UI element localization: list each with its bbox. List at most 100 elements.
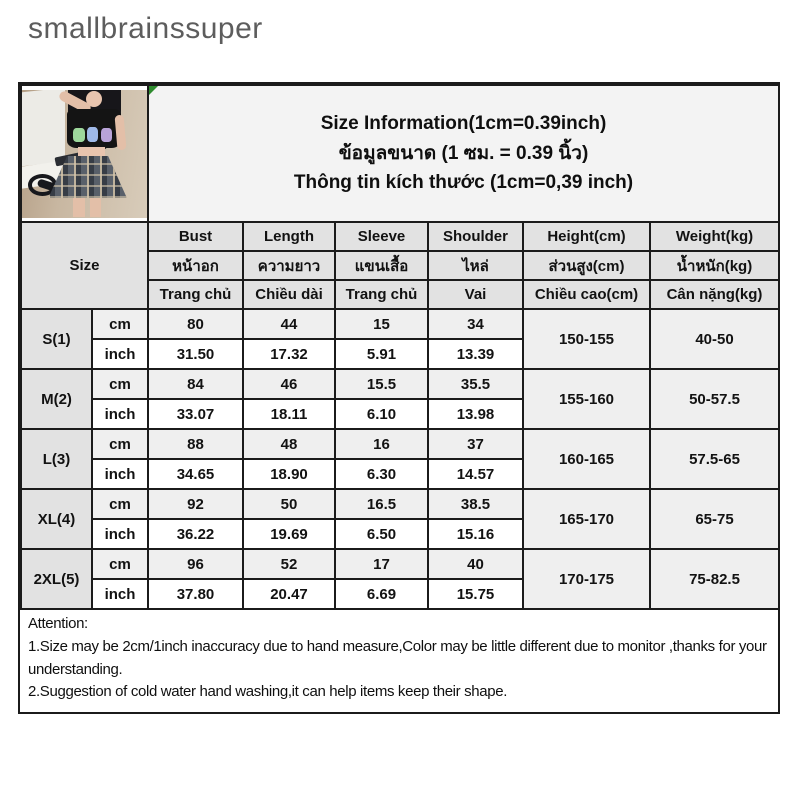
col-header-shoulder: Shoulder: [427, 221, 524, 252]
col-header-bust: Bust: [147, 221, 244, 252]
photo-model-midriff: [78, 147, 105, 158]
col-header-height-vi: Chiều cao(cm): [522, 279, 651, 310]
value-cell: 6.30: [334, 458, 429, 490]
value-cell: 34.65: [147, 458, 244, 490]
photo-model-leg: [73, 198, 85, 218]
size-label: M(2): [20, 368, 93, 430]
value-cell: 15.5: [334, 368, 429, 400]
value-cell: 38.5: [427, 488, 524, 520]
col-header-weight: Weight(kg): [649, 221, 778, 252]
size-row-l-cm: L(3) cm 88 48 16 37 160-165 57.5-65: [20, 428, 778, 490]
size-row-s-cm: S(1) cm 80 44 15 34 150-155 40-50: [20, 308, 778, 370]
weight-cell: 75-82.5: [649, 548, 778, 610]
value-cell: 34: [427, 308, 524, 340]
header-row-en: Size Bust Length Sleeve Shoulder Height(…: [20, 221, 778, 310]
value-cell: 88: [147, 428, 244, 460]
col-header-height: Height(cm): [522, 221, 651, 252]
value-cell: 37: [427, 428, 524, 460]
value-cell: 14.57: [427, 458, 524, 490]
size-row-m-cm: M(2) cm 84 46 15.5 35.5 155-160 50-57.5: [20, 368, 778, 430]
weight-cell: 65-75: [649, 488, 778, 550]
value-cell: 52: [242, 548, 336, 580]
size-info-line-vi: Thông tin kích thước (1cm=0,39 inch): [293, 172, 634, 194]
col-header-bust-vi: Trang chủ: [147, 279, 244, 310]
attention-title: Attention:: [28, 615, 88, 632]
size-label: L(3): [20, 428, 93, 490]
header-row-vi: Trang chủ Chiều dài Trang chủ Vai Chiều …: [21, 279, 778, 310]
value-cell: 40: [427, 548, 524, 580]
weight-cell: 57.5-65: [649, 428, 778, 490]
size-label: S(1): [20, 308, 93, 370]
size-row-xl-cm: XL(4) cm 92 50 16.5 38.5 165-170 65-75: [20, 488, 778, 550]
cell-corner-marker-icon: [150, 87, 158, 95]
value-cell: 92: [147, 488, 244, 520]
unit-label-cm: cm: [91, 368, 149, 400]
unit-label-cm: cm: [91, 488, 149, 520]
value-cell: 84: [147, 368, 244, 400]
value-cell: 13.39: [427, 338, 524, 370]
value-cell: 46: [242, 368, 336, 400]
value-cell: 15.75: [427, 578, 524, 610]
unit-label-cm: cm: [91, 428, 149, 460]
col-header-weight-vi: Cân nặng(kg): [649, 279, 778, 310]
unit-label-cm: cm: [91, 308, 149, 340]
unit-label-inch: inch: [91, 458, 149, 490]
unit-label-inch: inch: [91, 578, 149, 610]
value-cell: 18.90: [242, 458, 336, 490]
value-cell: 20.47: [242, 578, 336, 610]
size-label: 2XL(5): [20, 548, 93, 610]
value-cell: 17.32: [242, 338, 336, 370]
photo-wall-panel: [23, 89, 65, 166]
value-cell: 37.80: [147, 578, 244, 610]
size-row-2xl-cm: 2XL(5) cm 96 52 17 40 170-175 75-82.5: [20, 548, 778, 610]
value-cell: 6.69: [334, 578, 429, 610]
size-info-cell: Size Information(1cm=0.39inch) ข้อมูลขนา…: [147, 84, 778, 223]
value-cell: 35.5: [427, 368, 524, 400]
value-cell: 6.10: [334, 398, 429, 430]
weight-cell: 40-50: [649, 308, 778, 370]
col-header-height-th: ส่วนสูง(cm): [522, 250, 651, 281]
value-cell: 5.91: [334, 338, 429, 370]
seller-brand-name: smallbrainssuper: [28, 12, 263, 45]
value-cell: 48: [242, 428, 336, 460]
unit-label-inch: inch: [91, 518, 149, 550]
size-chart-panel: Size Information(1cm=0.39inch) ข้อมูลขนา…: [18, 82, 780, 714]
col-header-sleeve-th: แขนเสื้อ: [334, 250, 429, 281]
value-cell: 36.22: [147, 518, 244, 550]
height-cell: 170-175: [522, 548, 651, 610]
value-cell: 6.50: [334, 518, 429, 550]
size-label: XL(4): [20, 488, 93, 550]
value-cell: 17: [334, 548, 429, 580]
value-cell: 96: [147, 548, 244, 580]
size-table: Size Information(1cm=0.39inch) ข้อมูลขนา…: [20, 84, 778, 610]
col-header-length-th: ความยาว: [242, 250, 336, 281]
col-header-bust-th: หน้าอก: [147, 250, 244, 281]
value-cell: 18.11: [242, 398, 336, 430]
header-row-th: หน้าอก ความยาว แขนเสื้อ ไหล่ ส่วนสูง(cm)…: [21, 250, 778, 281]
photo-tee-print-blue: [87, 126, 99, 142]
unit-label-cm: cm: [91, 548, 149, 580]
size-info-line-en: Size Information(1cm=0.39inch): [320, 113, 607, 135]
value-cell: 80: [147, 308, 244, 340]
attention-line-2: 2.Suggestion of cold water hand washing,…: [28, 683, 508, 701]
height-cell: 150-155: [522, 308, 651, 370]
height-cell: 160-165: [522, 428, 651, 490]
col-header-weight-th: น้ำหนัก(kg): [649, 250, 778, 281]
height-cell: 165-170: [522, 488, 651, 550]
photo-tee-print-green: [73, 127, 85, 142]
table-top-row: Size Information(1cm=0.39inch) ข้อมูลขนา…: [20, 84, 778, 223]
product-photo-cell: [20, 84, 149, 223]
col-header-shoulder-th: ไหล่: [427, 250, 524, 281]
attention-line-1: 1.Size may be 2cm/1inch inaccuracy due t…: [28, 637, 767, 678]
size-row-2xl-inch: inch 37.80 20.47 6.69 15.75: [21, 578, 778, 610]
value-cell: 50: [242, 488, 336, 520]
col-header-sleeve: Sleeve: [334, 221, 429, 252]
size-info-line-th: ข้อมูลขนาด (1 ซม. = 0.39 นิ้ว): [338, 142, 589, 164]
photo-model-leg: [89, 198, 101, 218]
value-cell: 16.5: [334, 488, 429, 520]
value-cell: 16: [334, 428, 429, 460]
value-cell: 15.16: [427, 518, 524, 550]
size-row-s-inch: inch 31.50 17.32 5.91 13.39: [21, 338, 778, 370]
col-header-length: Length: [242, 221, 336, 252]
value-cell: 33.07: [147, 398, 244, 430]
